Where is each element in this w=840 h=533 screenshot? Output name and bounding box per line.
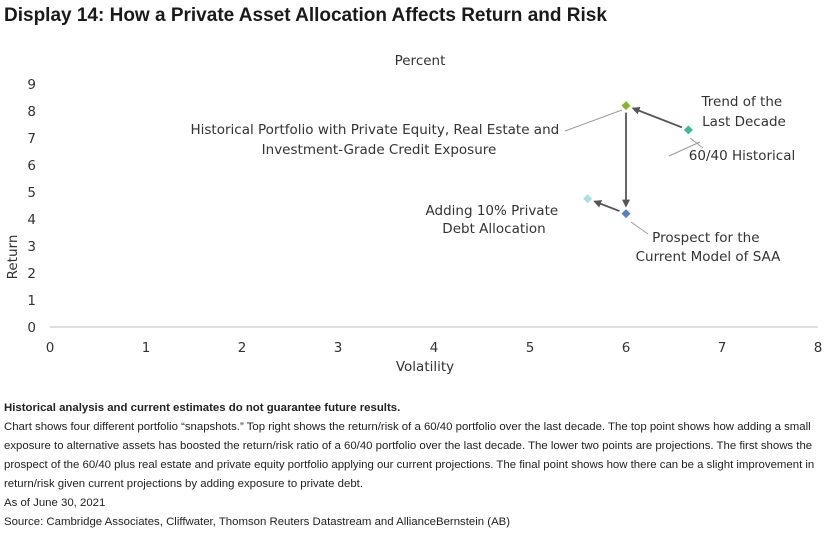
y-tick-label: 3 [27,239,36,255]
x-tick-label: 8 [814,340,823,356]
point-adding-private-debt [583,194,593,204]
leader-line-historical-portfolio [564,109,623,132]
description-text: Chart shows four different portfolio “sn… [4,421,815,490]
y-tick-label: 0 [27,320,36,336]
x-tick-label: 7 [718,340,727,356]
label-adding-private-debt: Adding 10% Private Debt Allocation [426,203,563,237]
disclaimer-text: Historical analysis and current estimate… [4,402,401,414]
x-tick-label: 1 [142,340,151,356]
x-tick-label: 5 [526,340,535,356]
y-tick-label: 1 [27,293,36,309]
as-of-date: As of June 30, 2021 [4,497,106,509]
y-tick-label: 4 [27,212,36,228]
label-historical-portfolio-line-2: Investment-Grade Credit Exposure [262,142,497,158]
x-tick-label: 6 [622,340,631,356]
x-tick-label: 2 [238,340,247,356]
label-prospect-line-1: Prospect for the [652,230,759,246]
chart-title: Display 14: How a Private Asset Allocati… [4,5,607,26]
y-axis: 0 1 2 3 4 5 6 7 8 9 [27,77,36,336]
y-tick-label: 2 [27,266,36,282]
label-prospect-line-2: Current Model of SAA [636,249,782,265]
y-tick-label: 9 [27,77,36,93]
annotation-trend-line-2: Last Decade [702,114,786,130]
label-historical-portfolio: Historical Portfolio with Private Equity… [190,122,563,158]
x-tick-label: 4 [430,340,439,356]
arrow-6040-to-alt-portfolio [631,106,683,129]
leader-line-trend [668,141,701,157]
annotation-trend-line-1: Trend of the [701,94,783,110]
label-historical-portfolio-line-1: Historical Portfolio with Private Equity… [190,122,559,138]
arrow-prospect-to-private-debt [593,200,620,212]
y-tick-label: 6 [27,158,36,174]
leader-line-prospect [630,221,649,235]
chart-notes: Historical analysis and current estimate… [4,399,836,532]
label-6040-historical: 60/40 Historical [689,148,795,164]
x-tick-label: 3 [334,340,343,356]
label-private-debt-line-2: Debt Allocation [442,221,545,237]
source-text: Source: Cambridge Associates, Cliffwater… [4,516,511,528]
y-tick-label: 7 [27,131,36,147]
trend-arrows [593,106,683,212]
x-axis-label: Volatility [396,359,454,375]
annotation-trend-of-decade: Trend of the Last Decade [701,94,787,130]
chart-subtitle: Percent [395,53,446,69]
x-axis: 0 1 2 3 4 5 6 7 8 [46,340,823,356]
data-points [583,101,693,219]
leader-line-6040 [689,137,704,149]
point-prospect-current-saa [621,209,631,219]
y-tick-label: 5 [27,185,36,201]
y-tick-label: 8 [27,104,36,120]
label-prospect-current-saa: Prospect for the Current Model of SAA [636,230,782,265]
point-6040-historical [683,125,693,135]
label-private-debt-line-1: Adding 10% Private [426,203,559,219]
y-axis-label: Return [5,235,21,280]
x-tick-label: 0 [46,340,55,356]
leader-lines [564,109,704,235]
label-6040-line-1: 60/40 Historical [689,148,795,164]
point-historical-portfolio-pe-re-credit [621,101,631,111]
